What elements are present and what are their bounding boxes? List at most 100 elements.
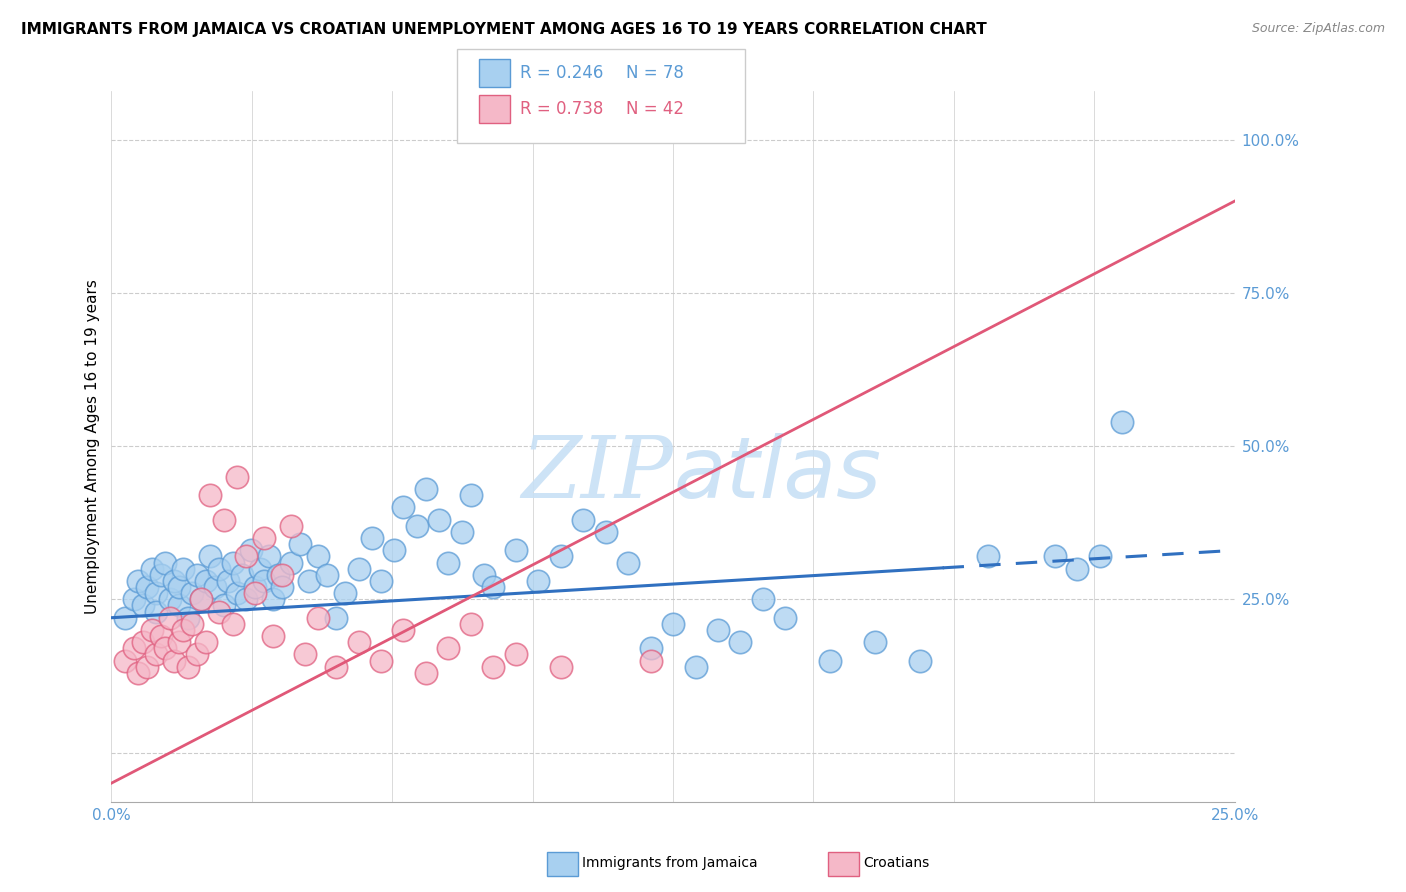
Point [472, 567, 495, 582]
Point [307, 549, 329, 564]
Point [271, 580, 294, 594]
Point [482, 580, 505, 594]
Point [186, 567, 208, 582]
Point [640, 641, 662, 656]
Point [460, 488, 482, 502]
Point [820, 654, 842, 668]
Point [122, 641, 145, 656]
Point [370, 574, 392, 588]
Point [550, 659, 572, 673]
Point [550, 549, 572, 564]
Point [136, 580, 159, 594]
Text: Source: ZipAtlas.com: Source: ZipAtlas.com [1251, 22, 1385, 36]
Point [908, 654, 931, 668]
Point [288, 537, 311, 551]
Text: ZIP: ZIP [522, 434, 673, 516]
Point [325, 659, 347, 673]
Point [194, 635, 217, 649]
Point [239, 543, 262, 558]
Point [775, 611, 797, 625]
Point [617, 556, 640, 570]
Point [271, 567, 294, 582]
Point [222, 556, 245, 570]
Point [190, 592, 212, 607]
Point [415, 665, 437, 680]
Point [163, 654, 186, 668]
Point [460, 616, 482, 631]
Point [1111, 415, 1133, 429]
Point [253, 574, 276, 588]
Point [429, 513, 451, 527]
Point [167, 580, 190, 594]
Point [172, 623, 194, 637]
Point [266, 567, 288, 582]
Point [505, 543, 527, 558]
Point [132, 635, 155, 649]
Point [347, 635, 370, 649]
Point [253, 531, 276, 545]
Point [155, 641, 177, 656]
Point [208, 562, 231, 576]
Point [325, 611, 347, 625]
Point [316, 567, 339, 582]
Point [155, 556, 177, 570]
Point [231, 567, 253, 582]
Point [159, 592, 181, 607]
Text: atlas: atlas [673, 434, 882, 516]
Point [141, 623, 163, 637]
Point [181, 616, 204, 631]
Point [307, 611, 329, 625]
Point [257, 549, 280, 564]
Text: N = 78: N = 78 [626, 64, 683, 82]
Point [482, 659, 505, 673]
Point [194, 574, 217, 588]
Point [127, 574, 149, 588]
Point [243, 586, 266, 600]
Point [437, 641, 460, 656]
Point [141, 562, 163, 576]
Point [212, 599, 235, 613]
Point [114, 611, 136, 625]
Point [262, 629, 284, 643]
Point [243, 580, 266, 594]
Point [527, 574, 550, 588]
Point [163, 574, 186, 588]
Point [752, 592, 775, 607]
Point [222, 616, 245, 631]
Point [167, 599, 190, 613]
Point [280, 556, 302, 570]
Point [262, 592, 284, 607]
Point [595, 524, 617, 539]
Point [384, 543, 406, 558]
Y-axis label: Unemployment Among Ages 16 to 19 years: Unemployment Among Ages 16 to 19 years [86, 278, 100, 614]
Point [149, 629, 172, 643]
Point [1043, 549, 1066, 564]
Point [415, 482, 437, 496]
Point [249, 562, 271, 576]
Point [450, 524, 472, 539]
Point [217, 574, 239, 588]
Point [406, 518, 429, 533]
Point [167, 635, 190, 649]
Point [200, 488, 222, 502]
Text: R = 0.738: R = 0.738 [520, 100, 603, 118]
Point [145, 586, 167, 600]
Point [145, 605, 167, 619]
Point [181, 586, 204, 600]
Point [505, 648, 527, 662]
Point [212, 513, 235, 527]
Point [730, 635, 752, 649]
Point [707, 623, 730, 637]
Point [392, 623, 415, 637]
Point [976, 549, 998, 564]
Text: IMMIGRANTS FROM JAMAICA VS CROATIAN UNEMPLOYMENT AMONG AGES 16 TO 19 YEARS CORRE: IMMIGRANTS FROM JAMAICA VS CROATIAN UNEM… [21, 22, 987, 37]
Point [572, 513, 595, 527]
Point [226, 470, 249, 484]
Point [145, 648, 167, 662]
Text: N = 42: N = 42 [626, 100, 683, 118]
Point [114, 654, 136, 668]
Point [172, 562, 194, 576]
Text: Immigrants from Jamaica: Immigrants from Jamaica [582, 856, 758, 871]
Point [127, 665, 149, 680]
Point [298, 574, 321, 588]
